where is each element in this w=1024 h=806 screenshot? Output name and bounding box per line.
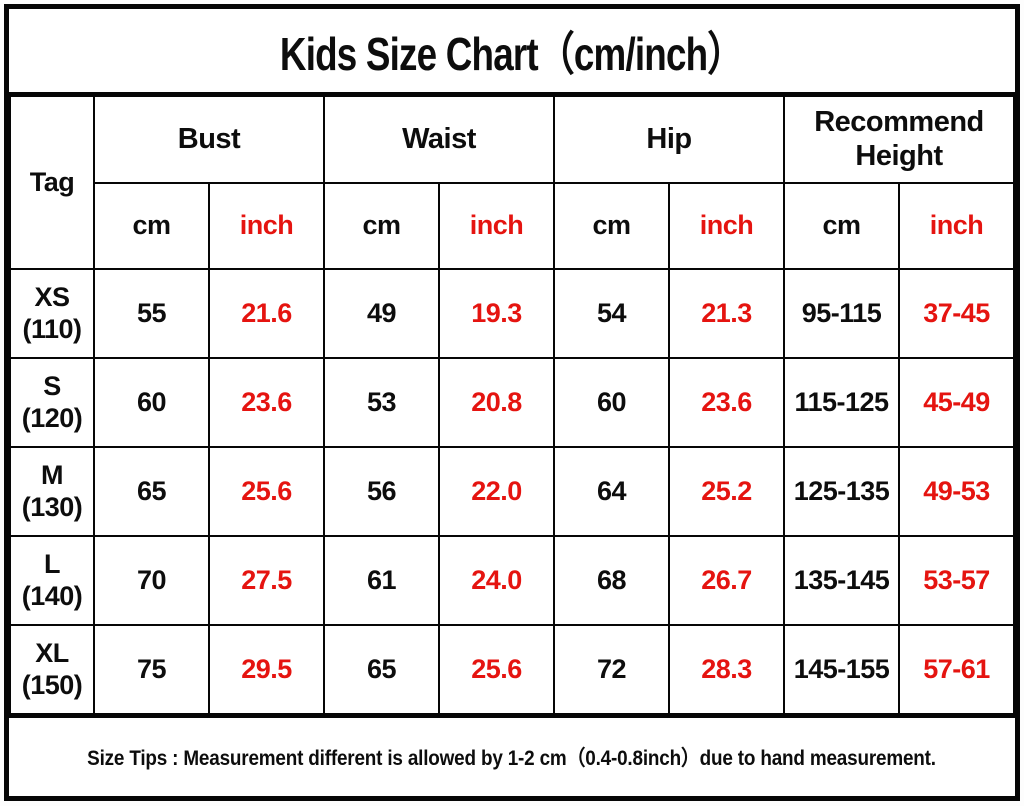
tag-cell: M (130) [9, 446, 95, 537]
hip-inch-value: 25.2 [668, 446, 785, 537]
size-table: Tag Bust Waist Hip Recommend Height cm i… [9, 95, 1015, 715]
tag-size-label: XS [34, 282, 70, 313]
waist-inch-value: 25.6 [438, 624, 555, 715]
page-title: Kids Size Chart（cm/inch） [280, 27, 744, 80]
height-inch-value: 49-53 [898, 446, 1015, 537]
bust-cm-value: 75 [93, 624, 210, 715]
table-row-xl: XL (150) 75 29.5 65 25.6 72 28.3 145-155… [9, 624, 1015, 715]
tag-size-number: (110) [22, 313, 82, 344]
hip-inch-value: 26.7 [668, 535, 785, 626]
tag-size-number: (150) [21, 669, 83, 700]
height-inch-value: 57-61 [898, 624, 1015, 715]
tag-cell: L (140) [9, 535, 95, 626]
hip-cm-header: cm [553, 182, 670, 270]
table-row-l: L (140) 70 27.5 61 24.0 68 26.7 135-145 … [9, 535, 1015, 626]
hip-group-header: Hip [553, 95, 785, 184]
bust-cm-header: cm [93, 182, 210, 270]
bust-inch-value: 21.6 [208, 268, 325, 359]
unit-header-row: cm inch cm inch cm inch cm inch [10, 182, 1015, 270]
table-row-m: M (130) 65 25.6 56 22.0 64 25.2 125-135 … [9, 446, 1015, 537]
waist-cm-value: 65 [323, 624, 440, 715]
height-cm-value: 125-135 [783, 446, 900, 537]
waist-inch-value: 20.8 [438, 357, 555, 448]
tag-cell: XL (150) [9, 624, 95, 715]
hip-cm-value: 60 [553, 357, 670, 448]
hip-inch-value: 21.3 [668, 268, 785, 359]
height-cm-header: cm [783, 182, 900, 270]
bust-inch-value: 29.5 [208, 624, 325, 715]
tag-size-number: (120) [21, 402, 83, 433]
waist-inch-value: 19.3 [438, 268, 555, 359]
bust-inch-value: 23.6 [208, 357, 325, 448]
hip-cm-value: 64 [553, 446, 670, 537]
height-inch-value: 53-57 [898, 535, 1015, 626]
table-row-s: S (120) 60 23.6 53 20.8 60 23.6 115-125 … [9, 357, 1015, 448]
bust-group-header: Bust [93, 95, 325, 184]
hip-inch-value: 23.6 [668, 357, 785, 448]
bust-inch-value: 27.5 [208, 535, 325, 626]
waist-cm-value: 53 [323, 357, 440, 448]
footer-bar: Size Tips : Measurement different is all… [9, 715, 1015, 796]
tag-size-number: (140) [21, 580, 83, 611]
waist-cm-value: 61 [323, 535, 440, 626]
size-tips-note: Size Tips : Measurement different is all… [87, 747, 937, 770]
tag-size-label: L [44, 549, 61, 580]
height-inch-header: inch [898, 182, 1015, 270]
tag-size-number: (130) [21, 491, 83, 522]
bust-cm-value: 70 [93, 535, 210, 626]
height-inch-value: 45-49 [898, 357, 1015, 448]
size-chart-sheet: Kids Size Chart（cm/inch） Tag Bust Waist … [4, 4, 1020, 801]
bust-inch-header: inch [208, 182, 325, 270]
hip-cm-value: 68 [553, 535, 670, 626]
hip-inch-value: 28.3 [668, 624, 785, 715]
bust-cm-value: 55 [93, 268, 210, 359]
waist-cm-value: 56 [323, 446, 440, 537]
tag-column-header: Tag [9, 95, 95, 270]
hip-cm-value: 54 [553, 268, 670, 359]
hip-cm-value: 72 [553, 624, 670, 715]
waist-cm-header: cm [323, 182, 440, 270]
height-cm-value: 115-125 [783, 357, 900, 448]
height-cm-value: 145-155 [783, 624, 900, 715]
bust-inch-value: 25.6 [208, 446, 325, 537]
bust-cm-value: 65 [93, 446, 210, 537]
tag-size-label: S [43, 371, 61, 402]
tag-size-label: XL [35, 638, 69, 669]
tag-cell: XS (110) [9, 268, 95, 359]
waist-inch-value: 22.0 [438, 446, 555, 537]
tag-cell: S (120) [9, 357, 95, 448]
height-inch-value: 37-45 [898, 268, 1015, 359]
hip-inch-header: inch [668, 182, 785, 270]
recommend-height-group-header: Recommend Height [783, 95, 1015, 184]
bust-cm-value: 60 [93, 357, 210, 448]
waist-group-header: Waist [323, 95, 555, 184]
height-cm-value: 135-145 [783, 535, 900, 626]
waist-inch-header: inch [438, 182, 555, 270]
waist-cm-value: 49 [323, 268, 440, 359]
table-row-xs: XS (110) 55 21.6 49 19.3 54 21.3 95-115 … [9, 268, 1015, 359]
height-cm-value: 95-115 [783, 268, 900, 359]
waist-inch-value: 24.0 [438, 535, 555, 626]
tag-size-label: M [41, 460, 64, 491]
title-bar: Kids Size Chart（cm/inch） [9, 9, 1015, 95]
group-header-row: Tag Bust Waist Hip Recommend Height [9, 95, 1015, 270]
